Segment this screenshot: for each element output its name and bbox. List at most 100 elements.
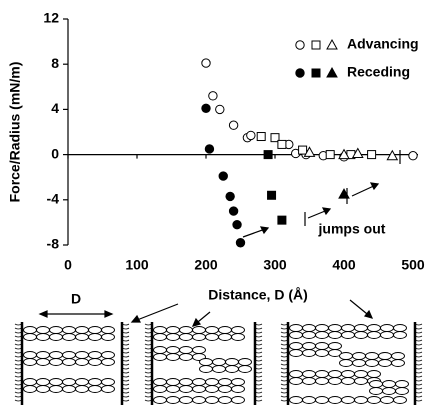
lipid [341, 396, 355, 404]
data-point [225, 191, 235, 202]
y-axis-label: Force/Radius (mN/m) [7, 62, 23, 203]
lipid [302, 377, 316, 385]
lipid [153, 396, 167, 404]
y-tick-label: 12 [43, 10, 59, 26]
lipid [75, 385, 89, 393]
lipid [192, 396, 206, 404]
lipid [302, 349, 316, 357]
lipid [339, 352, 353, 360]
hair [144, 367, 153, 370]
lipid [393, 331, 407, 339]
hair [14, 399, 23, 402]
hair [121, 327, 130, 330]
hair [121, 379, 130, 382]
lipid [192, 333, 206, 341]
legend-label: Receding [347, 64, 410, 80]
hair [14, 323, 23, 326]
lipid [153, 333, 167, 341]
hair [254, 335, 263, 338]
hair [121, 355, 130, 358]
data-point [303, 146, 316, 157]
legend-label: Advancing [347, 36, 419, 52]
lipid [218, 378, 232, 386]
lipid [354, 324, 368, 332]
lipid [49, 326, 63, 334]
lipid [75, 378, 89, 386]
hair [414, 383, 423, 386]
lipid [289, 349, 303, 357]
lipid [339, 359, 353, 367]
lipid [179, 326, 193, 334]
lipid [238, 365, 252, 373]
hair [280, 363, 289, 366]
hair [414, 391, 423, 394]
lipid [88, 378, 102, 386]
hair [280, 399, 289, 402]
hair [280, 347, 289, 350]
data-point [277, 139, 287, 149]
lipid [218, 385, 232, 393]
lipid [192, 378, 206, 386]
hair [254, 343, 263, 346]
hair [14, 367, 23, 370]
data-point [386, 149, 399, 161]
data-point [235, 238, 246, 248]
lipid [352, 359, 366, 367]
lipid [23, 378, 37, 386]
lipid [62, 333, 76, 341]
hair [144, 375, 153, 378]
data-point [367, 150, 377, 160]
lipid [153, 326, 167, 334]
hair [121, 371, 130, 374]
hair [254, 347, 263, 350]
lipid [328, 342, 342, 350]
data-point [201, 58, 211, 68]
lipid [302, 331, 316, 339]
lipid [62, 385, 76, 393]
lipid [23, 385, 37, 393]
lipid [354, 377, 368, 385]
lipid [218, 333, 232, 341]
x-axis-label: Distance, D (Å) [208, 287, 308, 303]
lipid [36, 385, 50, 393]
hair [121, 323, 130, 326]
lipid [75, 358, 89, 366]
hair [254, 399, 263, 402]
hair [14, 347, 23, 350]
data-point [263, 150, 273, 160]
lipid [166, 333, 180, 341]
lipid [302, 324, 316, 332]
lipid [179, 385, 193, 393]
hair [144, 355, 153, 358]
lipid [225, 365, 239, 373]
hair [414, 375, 423, 378]
lipid [49, 358, 63, 366]
lipid [166, 346, 180, 354]
hair [414, 327, 423, 330]
legend-marker [311, 40, 321, 50]
lipid [23, 358, 37, 366]
lipid [101, 351, 115, 359]
hair [14, 379, 23, 382]
lipid [88, 385, 102, 393]
hair [280, 367, 289, 370]
lipid [49, 333, 63, 341]
y-tick-label: -4 [47, 191, 60, 207]
lipid [166, 396, 180, 404]
lipid [289, 331, 303, 339]
lipid [289, 324, 303, 332]
hair [414, 367, 423, 370]
data-point [277, 215, 287, 225]
lipid [354, 370, 368, 378]
hair [14, 375, 23, 378]
lipid [380, 331, 394, 339]
lipid [192, 326, 206, 334]
hair [414, 371, 423, 374]
lipid [391, 352, 405, 360]
hair [280, 359, 289, 362]
data-point [270, 133, 280, 143]
lipid [341, 324, 355, 332]
lipid [101, 378, 115, 386]
hair [144, 391, 153, 394]
lipid [88, 333, 102, 341]
